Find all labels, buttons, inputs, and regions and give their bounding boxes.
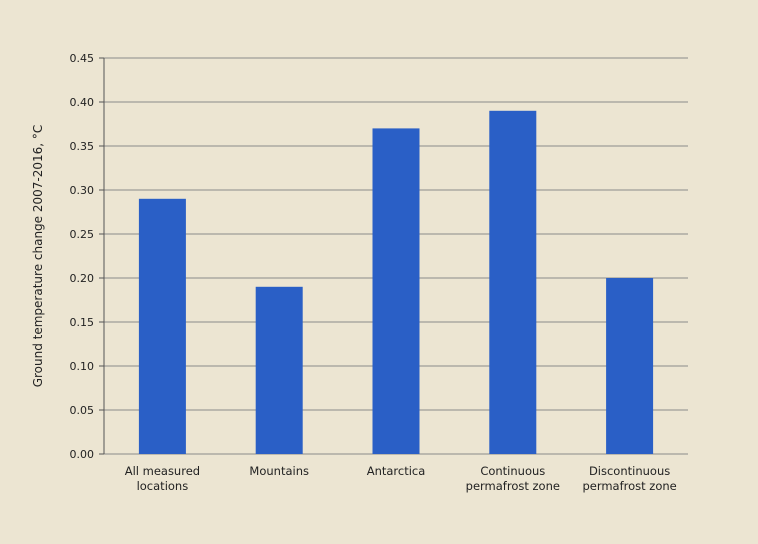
y-axis-ticks: 0.00 0.05 0.10 0.15 0.20 0.25 0.30 0.35 0.40 0.45 xyxy=(70,52,104,461)
y-tick-label: 0.05 xyxy=(70,404,95,417)
y-tick-label: 0.45 xyxy=(70,52,95,65)
bars xyxy=(138,110,654,455)
y-tick-label: 0.15 xyxy=(70,316,95,329)
x-category-label: All measured locations xyxy=(125,464,200,493)
x-category-label: Continuous permafrost zone xyxy=(466,464,560,493)
bar xyxy=(489,110,537,455)
bar xyxy=(372,128,420,454)
y-tick-label: 0.00 xyxy=(70,448,95,461)
bar xyxy=(138,198,186,454)
y-tick-label: 0.30 xyxy=(70,184,95,197)
bar xyxy=(606,278,654,454)
bar xyxy=(255,286,303,454)
y-tick-label: 0.10 xyxy=(70,360,95,373)
y-tick-label: 0.35 xyxy=(70,140,95,153)
x-category-label: Antarctica xyxy=(367,464,426,478)
x-category-label: Mountains xyxy=(249,464,309,478)
y-tick-label: 0.25 xyxy=(70,228,95,241)
y-tick-label: 0.20 xyxy=(70,272,95,285)
y-tick-label: 0.40 xyxy=(70,96,95,109)
x-axis-labels: All measured locations Mountains Antarctica… xyxy=(125,464,677,493)
x-category-label: Discontinuous permafrost zone xyxy=(582,464,676,493)
y-axis-title: Ground temperature change 2007-2016, °C xyxy=(31,125,45,388)
